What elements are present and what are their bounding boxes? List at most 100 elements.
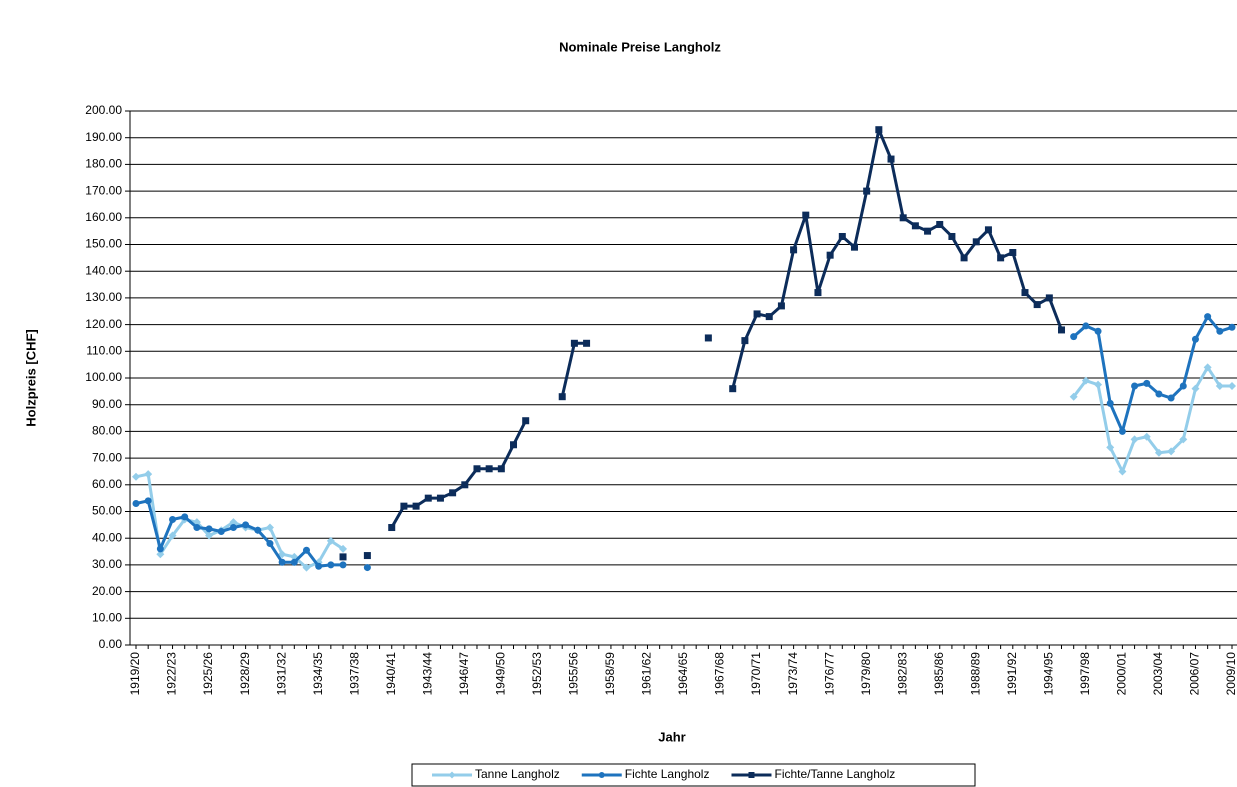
marker [1191,384,1200,393]
x-tick-label: 1967/68 [713,652,727,696]
marker [1009,249,1017,257]
marker [1082,322,1090,330]
y-tick-label: 60.00 [92,477,122,491]
marker [315,562,323,570]
y-tick-label: 10.00 [92,610,122,624]
marker [205,531,214,540]
marker [1045,294,1053,302]
marker [1191,335,1199,343]
y-tick-label: 90.00 [92,397,122,411]
x-tick-label: 2009/10 [1224,652,1237,696]
marker [899,214,907,222]
marker [1118,427,1126,435]
marker [497,465,505,473]
marker [339,561,347,569]
legend-label: Fichte/Tanne Langholz [774,767,895,781]
marker [802,211,810,219]
marker [412,502,420,510]
x-tick-label: 2000/01 [1115,652,1129,696]
marker [948,232,956,240]
marker [1215,382,1224,391]
x-tick-label: 1997/98 [1078,652,1092,696]
marker [777,302,785,310]
x-tick-label: 1952/53 [530,652,544,696]
marker [1216,327,1224,335]
x-tick-label: 1991/92 [1005,652,1019,696]
marker [850,243,858,251]
marker [911,222,919,230]
marker [1228,382,1236,391]
y-tick-label: 80.00 [92,424,122,438]
x-tick-label: 1931/32 [274,652,288,696]
marker [790,246,798,254]
x-tick-label: 1958/59 [603,652,617,696]
marker [278,558,286,566]
y-tick-label: 70.00 [92,450,122,464]
marker [473,465,481,473]
y-tick-label: 190.00 [85,130,122,144]
marker [936,220,944,228]
marker [266,540,274,548]
marker [132,472,140,481]
y-tick-label: 140.00 [85,263,122,277]
marker [388,524,396,532]
chart-title: Nominale Preise Langholz [559,39,721,54]
x-tick-label: 1982/83 [895,652,909,696]
marker [1143,379,1151,387]
y-tick-label: 0.00 [99,637,123,651]
marker [156,545,164,553]
marker [741,337,749,345]
marker [1179,382,1187,390]
marker [924,227,932,235]
marker [144,470,153,479]
x-axis-label: Jahr [658,729,685,744]
marker [583,339,591,347]
x-tick-label: 1964/65 [676,652,690,696]
marker [1228,323,1236,331]
marker [1094,380,1103,389]
x-tick-label: 1955/56 [567,652,581,696]
x-tick-label: 1922/23 [165,652,179,696]
x-tick-label: 1940/41 [384,652,398,696]
marker [558,393,566,401]
marker [229,524,237,532]
x-tick-label: 1943/44 [420,652,434,696]
marker [863,187,871,195]
x-tick-label: 1988/89 [968,652,982,696]
marker [302,563,311,572]
marker [132,499,140,507]
marker [1033,301,1041,309]
marker [168,531,177,540]
marker [984,226,992,234]
marker [1081,376,1090,385]
x-tick-label: 1928/29 [238,652,252,696]
marker [327,561,335,569]
marker [181,513,189,521]
marker [729,385,737,393]
marker [522,417,530,425]
y-tick-label: 120.00 [85,317,122,331]
marker [1106,443,1115,452]
y-tick-label: 130.00 [85,290,122,304]
y-tick-label: 30.00 [92,557,122,571]
y-tick-label: 160.00 [85,210,122,224]
y-tick-label: 200.00 [85,103,122,117]
x-tick-label: 1949/50 [494,652,508,696]
marker [1130,435,1139,444]
marker [875,126,883,134]
legend-label: Tanne Langholz [475,767,560,781]
x-tick-label: 1934/35 [311,652,325,696]
marker [1167,394,1175,402]
marker [748,772,755,778]
marker [254,526,262,534]
marker [1203,363,1212,372]
x-tick-label: 1970/71 [749,652,763,696]
marker [598,772,605,778]
y-tick-label: 150.00 [85,237,122,251]
marker [242,521,250,529]
marker [461,481,469,489]
marker [339,553,347,561]
marker [510,441,518,449]
